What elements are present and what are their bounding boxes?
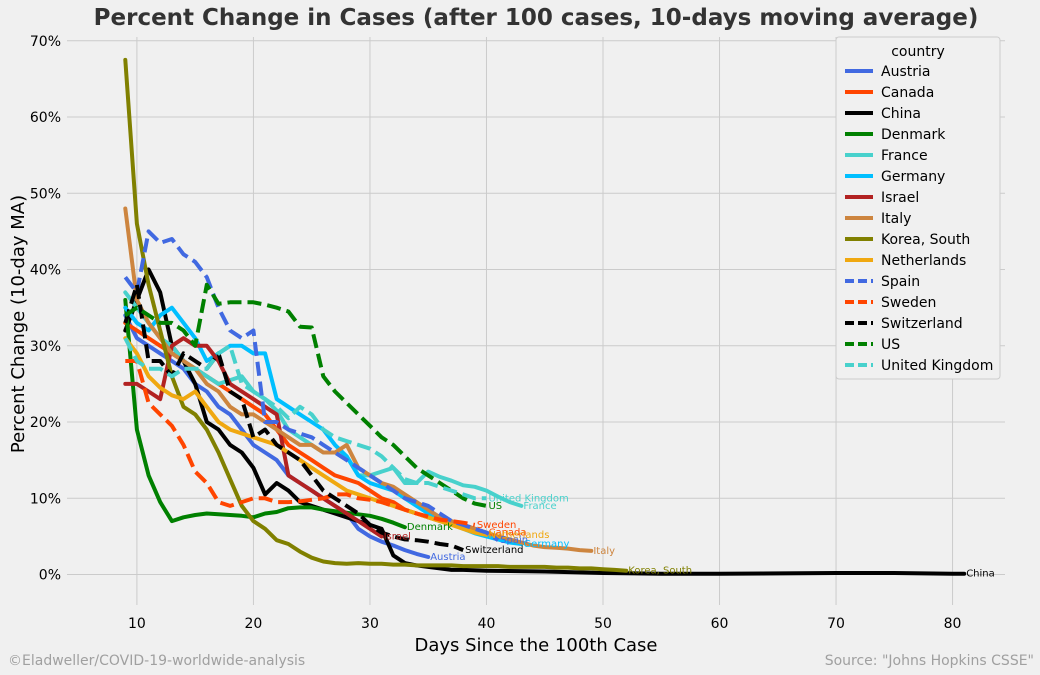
y-tick-label: 60% xyxy=(30,110,61,126)
legend-entry: Korea, South xyxy=(881,232,970,248)
legend: country Austria Canada China Denmark France G… xyxy=(835,36,1001,380)
legend-entry: France xyxy=(881,148,928,164)
series-end-label: Denmark xyxy=(407,522,453,533)
y-axis-ticks: 0% 10% 20% 30% 40% 50% 60% 70% xyxy=(30,34,61,584)
legend-items: Austria Canada China Denmark France Germany Is… xyxy=(845,64,993,374)
legend-entry: Italy xyxy=(881,211,911,227)
x-tick-label: 50 xyxy=(594,616,612,632)
chart-title: Percent Change in Cases (after 100 cases… xyxy=(94,5,979,31)
legend-entry: Switzerland xyxy=(881,316,963,332)
series-end-label: Canada xyxy=(488,528,526,539)
legend-entry: China xyxy=(881,106,921,122)
series-end-label: Austria xyxy=(430,552,465,563)
series-line-united-kingdom xyxy=(123,337,487,501)
footer-credit: ©Eladweller/COVID-19-worldwide-analysis xyxy=(8,653,306,669)
y-tick-label: 70% xyxy=(30,34,61,50)
legend-entry: Germany xyxy=(881,169,945,185)
series-end-label: Korea, South xyxy=(628,566,692,577)
y-tick-label: 30% xyxy=(30,339,61,355)
legend-entry: United Kingdom xyxy=(881,358,993,374)
series-end-label: US xyxy=(488,501,502,512)
series-line-us xyxy=(124,282,487,508)
series-line-switzerland xyxy=(123,282,464,552)
series-line-korea-south xyxy=(123,57,629,573)
y-axis-label: Percent Change (10-day MA) xyxy=(8,195,29,453)
series-end-label: Israel xyxy=(384,531,411,542)
legend-entry: Netherlands xyxy=(881,253,966,269)
series-line-austria xyxy=(123,313,431,559)
y-tick-label: 20% xyxy=(30,415,61,431)
series-end-label: China xyxy=(966,569,995,580)
x-tick-label: 10 xyxy=(128,616,146,632)
y-tick-label: 40% xyxy=(30,263,61,279)
legend-entry: Denmark xyxy=(881,127,946,143)
series-end-label: Netherlands xyxy=(488,530,549,541)
series-line-spain xyxy=(123,229,500,542)
legend-entry: Spain xyxy=(881,274,920,290)
y-tick-label: 50% xyxy=(30,186,61,202)
x-tick-label: 20 xyxy=(245,616,263,632)
series-end-label: Germany xyxy=(523,539,569,550)
x-tick-label: 80 xyxy=(944,616,962,632)
series-end-label: Spain xyxy=(500,535,528,546)
series-end-labels: Austria Canada China Denmark France Germany Is… xyxy=(384,493,995,579)
x-axis-label: Days Since the 100th Case xyxy=(414,635,657,656)
legend-entry: Canada xyxy=(881,85,934,101)
series-end-label: Switzerland xyxy=(465,545,523,556)
x-tick-label: 70 xyxy=(827,616,845,632)
x-tick-label: 60 xyxy=(711,616,729,632)
legend-entry: Austria xyxy=(881,64,930,80)
x-tick-label: 40 xyxy=(478,616,496,632)
legend-entry: Israel xyxy=(881,190,919,206)
series-lines xyxy=(123,57,967,576)
series-end-label: United Kingdom xyxy=(488,493,568,504)
series-line-sweden xyxy=(125,359,476,527)
series-end-label: Sweden xyxy=(477,520,517,531)
footer-source: Source: "Johns Hopkins CSSE" xyxy=(824,653,1034,669)
series-end-label: France xyxy=(523,501,556,512)
legend-box xyxy=(835,36,1001,380)
x-axis-ticks: 10 20 30 40 50 60 70 80 xyxy=(128,616,961,632)
y-tick-label: 10% xyxy=(30,491,61,507)
series-end-label: Italy xyxy=(593,546,615,557)
series-line-denmark xyxy=(123,298,407,530)
y-tick-label: 0% xyxy=(39,568,61,584)
x-tick-label: 30 xyxy=(361,616,379,632)
legend-title: country xyxy=(891,44,945,60)
legend-entry: Sweden xyxy=(881,295,936,311)
legend-entry: US xyxy=(881,337,900,353)
